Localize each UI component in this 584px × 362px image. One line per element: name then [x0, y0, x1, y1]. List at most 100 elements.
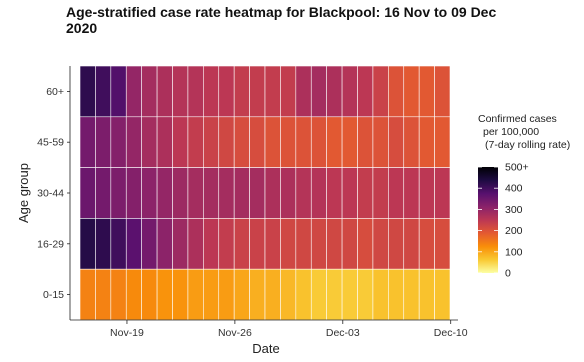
- heatmap-cell: [418, 167, 435, 219]
- y-tick-label: 30-44: [37, 188, 64, 200]
- heatmap-cell: [249, 65, 266, 118]
- heatmap-cell: [172, 65, 189, 118]
- heatmap-cell: [357, 268, 374, 321]
- heatmap-cell: [187, 268, 204, 321]
- heatmap-cell: [341, 116, 358, 168]
- heatmap-cell: [172, 218, 189, 270]
- heatmap-cell: [280, 65, 297, 118]
- legend-title-line-2: per 100,000: [483, 126, 539, 138]
- heatmap-cell: [141, 167, 158, 219]
- heatmap-cell: [357, 65, 374, 118]
- heatmap-cell: [233, 116, 250, 168]
- heatmap-cell: [403, 65, 420, 118]
- heatmap-cell: [218, 116, 235, 168]
- heatmap-cell: [280, 218, 297, 270]
- legend-ticks: 500+ 400 300 200 100 0: [478, 162, 529, 280]
- heatmap-cell: [141, 268, 158, 321]
- heatmap-cell: [388, 65, 405, 118]
- x-tick-label: Dec-10: [434, 327, 468, 339]
- heatmap-cell: [233, 65, 250, 118]
- heatmap-cell: [388, 167, 405, 219]
- heatmap-cell: [187, 116, 204, 168]
- x-tick-label: Nov-19: [110, 327, 144, 339]
- heatmap-cell: [372, 65, 389, 118]
- heatmap-cell: [341, 167, 358, 219]
- x-axis-ticks: Nov-19 Nov-26 Dec-03 Dec-10: [110, 320, 468, 339]
- heatmap-cell: [434, 167, 451, 219]
- heatmap-cell: [156, 65, 173, 118]
- heatmap-cell: [233, 268, 250, 321]
- legend-title-line-3: (7-day rolling rate): [485, 139, 570, 151]
- legend-colorbar: [478, 167, 498, 273]
- legend-tick-label: 0: [505, 268, 511, 280]
- heatmap-cell: [326, 268, 343, 321]
- heatmap-cell: [187, 65, 204, 118]
- heatmap-cell: [372, 218, 389, 270]
- heatmap-cell: [203, 116, 220, 168]
- heatmap-cell: [95, 65, 112, 118]
- heatmap-cell: [280, 268, 297, 321]
- heatmap-cell: [295, 65, 312, 118]
- legend-title-line-1: Confirmed cases: [478, 113, 557, 125]
- heatmap-cell: [95, 268, 112, 321]
- heatmap-cell: [187, 218, 204, 270]
- heatmap-cell: [141, 218, 158, 270]
- heatmap-cell: [310, 65, 327, 118]
- heatmap-cell: [310, 116, 327, 168]
- chart-title-line-2: 2020: [66, 20, 97, 36]
- heatmap-cell: [141, 65, 158, 118]
- heatmap-cell: [310, 218, 327, 270]
- heatmap-cell: [233, 167, 250, 219]
- heatmap-cell: [388, 218, 405, 270]
- heatmap-cell: [249, 218, 266, 270]
- x-axis-title: Date: [252, 341, 279, 356]
- chart-title-line-1: Age-stratified case rate heatmap for Bla…: [66, 4, 496, 20]
- heatmap-cell: [125, 65, 142, 118]
- heatmap-cell: [203, 268, 220, 321]
- heatmap-cell: [388, 268, 405, 321]
- heatmap-cell: [95, 116, 112, 168]
- heatmap-cell: [418, 218, 435, 270]
- heatmap-cell: [310, 268, 327, 321]
- heatmap-cell: [79, 268, 96, 321]
- heatmap-cell: [295, 268, 312, 321]
- heatmap-cell: [341, 218, 358, 270]
- heatmap-cell: [403, 116, 420, 168]
- heatmap-cell: [187, 167, 204, 219]
- heatmap-cell: [125, 116, 142, 168]
- heatmap-cell: [233, 218, 250, 270]
- y-tick-label: 45-59: [37, 137, 64, 149]
- heatmap-cell: [95, 218, 112, 270]
- heatmap-cell: [156, 218, 173, 270]
- heatmap-cell: [156, 268, 173, 321]
- y-tick-label: 60+: [46, 86, 64, 98]
- heatmap-cell: [172, 268, 189, 321]
- heatmap-cell: [141, 116, 158, 168]
- heatmap-cell: [434, 65, 451, 118]
- legend-tick-label: 300: [505, 204, 523, 216]
- heatmap-cell: [434, 116, 451, 168]
- heatmap-cell: [110, 167, 127, 219]
- heatmap-cell: [403, 218, 420, 270]
- heatmap-cell: [434, 218, 451, 270]
- heatmap-cell: [218, 65, 235, 118]
- heatmap-cell: [280, 116, 297, 168]
- heatmap-cell: [264, 65, 281, 118]
- y-tick-label: 0-15: [43, 289, 64, 301]
- heatmap-cell: [264, 167, 281, 219]
- heatmap-cell: [264, 268, 281, 321]
- heatmap-cell: [357, 218, 374, 270]
- heatmap-cell: [434, 268, 451, 321]
- heatmap-cell: [295, 218, 312, 270]
- heatmap-cell: [249, 167, 266, 219]
- y-axis-ticks: 60+ 45-59 30-44 16-29 0-15: [37, 86, 70, 301]
- heatmap-cell: [341, 65, 358, 118]
- heatmap-cell: [249, 116, 266, 168]
- heatmap-cell: [357, 167, 374, 219]
- heatmap-cell: [203, 65, 220, 118]
- heatmap-cell: [388, 116, 405, 168]
- heatmap-cell: [172, 116, 189, 168]
- heatmap-cell: [372, 167, 389, 219]
- legend-tick-label: 100: [505, 246, 523, 258]
